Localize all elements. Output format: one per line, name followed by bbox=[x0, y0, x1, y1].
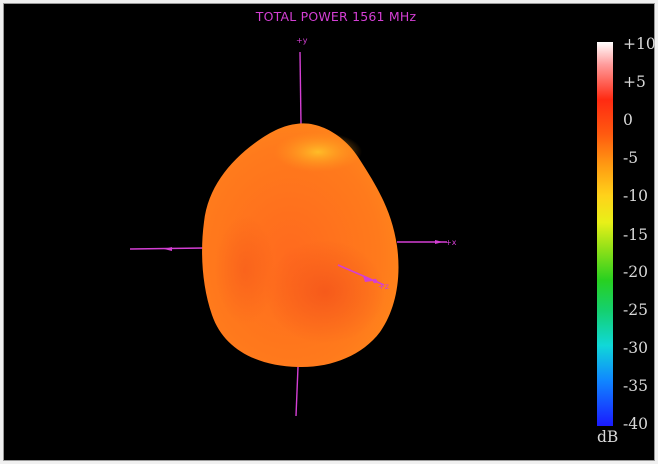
axis-z-label: +z bbox=[378, 282, 389, 291]
colorbar-tick: -20 bbox=[623, 263, 648, 281]
axis-y-upper bbox=[299, 51, 302, 126]
colorbar-tick: -35 bbox=[623, 377, 648, 395]
colorbar-tick: +10 bbox=[623, 35, 656, 53]
axis-z-positive-arrow bbox=[363, 276, 373, 282]
axis-y-lower bbox=[295, 366, 299, 417]
pattern-highlight bbox=[274, 132, 362, 172]
pattern-shading bbox=[265, 240, 385, 344]
colorbar-tick: -30 bbox=[623, 339, 648, 357]
colorbar bbox=[597, 42, 613, 426]
colorbar-tick: -15 bbox=[623, 226, 648, 244]
axis-x-label: +x bbox=[445, 238, 457, 247]
axis-x-positive-arrow bbox=[435, 240, 443, 244]
colorbar-tick: -10 bbox=[623, 187, 648, 205]
colorbar-tick: -25 bbox=[623, 301, 648, 319]
colorbar-tick: -40 bbox=[623, 415, 648, 433]
colorbar-unit: dB bbox=[597, 428, 619, 446]
colorbar-tick: -5 bbox=[623, 149, 639, 167]
colorbar-tick: 0 bbox=[623, 111, 633, 129]
axis-y-label: +y bbox=[296, 36, 308, 45]
axis-x-negative-arrow bbox=[164, 247, 172, 251]
axis-z-marker bbox=[372, 278, 378, 284]
colorbar-tick: +5 bbox=[623, 73, 646, 91]
pattern-shading-left bbox=[215, 215, 275, 325]
plot-title: TOTAL POWER 1561 MHz bbox=[255, 9, 417, 24]
